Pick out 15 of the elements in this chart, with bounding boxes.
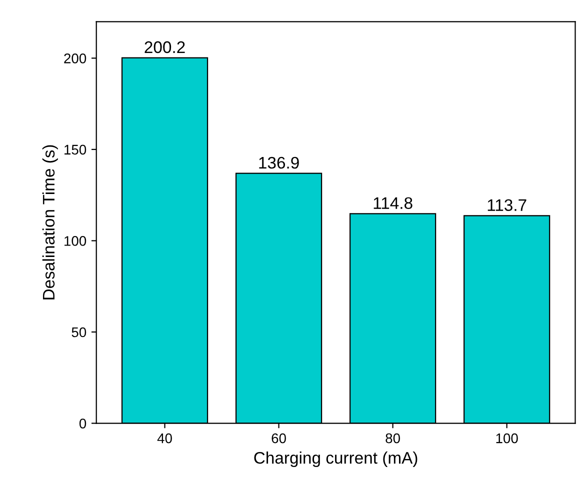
- y-axis-title: Desalination Time (s): [42, 145, 58, 300]
- data-label: 136.9: [259, 156, 299, 169]
- y-tick-label: 100: [64, 236, 86, 246]
- x-tick-label: 60: [272, 433, 286, 444]
- x-tick-label: 80: [386, 433, 400, 444]
- data-label: 113.7: [488, 199, 526, 212]
- y-tick-label: 200: [64, 53, 86, 64]
- x-tick-label: 100: [496, 433, 518, 444]
- y-tick-label: 150: [64, 144, 86, 155]
- data-label: 200.2: [144, 41, 185, 54]
- y-tick-label: 0: [79, 418, 86, 428]
- x-axis-title: Charging current (mA): [254, 452, 418, 468]
- x-tick-label: 40: [157, 433, 172, 444]
- y-tick-label: 50: [72, 327, 86, 338]
- data-label: 114.8: [374, 197, 412, 210]
